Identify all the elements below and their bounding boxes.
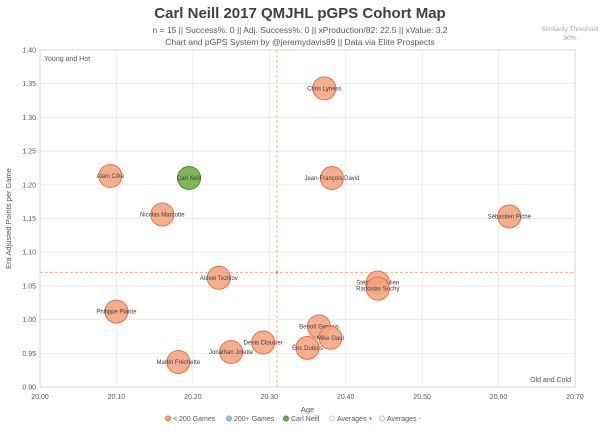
point-label: Nicolas Marcotte — [140, 212, 185, 218]
point-label: Philippe Plante — [96, 310, 137, 316]
point-marker — [319, 166, 344, 191]
average-lines — [40, 50, 575, 387]
legend-marker — [329, 415, 335, 422]
x-tick-label: 20.00 — [31, 394, 49, 401]
legend-label: Averages - — [387, 416, 421, 423]
y-tick-label: 0.90 — [22, 385, 36, 392]
legend-label: < 200 Games — [173, 416, 216, 423]
point-marker — [206, 265, 231, 290]
x-tick-label: 20.50 — [413, 394, 431, 401]
point-label: Benoît Gervais — [299, 324, 339, 330]
y-tick-label: 1.30 — [22, 115, 36, 122]
quadrant-label-young-and-hot: Young and Hot — [44, 56, 90, 63]
y-tick-label: 1.05 — [22, 283, 36, 290]
y-tick-label: 0.95 — [22, 351, 36, 358]
point-label: Alain Côté — [96, 174, 124, 180]
point-label: Jonathan Jolette — [209, 350, 254, 356]
y-tick-label: 1.00 — [22, 317, 36, 324]
legend-marker — [226, 415, 232, 422]
point-marker — [219, 339, 244, 364]
legend-marker — [165, 415, 171, 422]
x-tick-label: 20.10 — [108, 394, 126, 401]
data-points: Carl Neill Chris Lyness Alain Côté Jean-Fra… — [96, 76, 532, 375]
average-marker — [275, 271, 279, 274]
legend-label: Carl Neill — [291, 416, 320, 423]
point-marker — [98, 164, 123, 189]
x-tick-label: 20.40 — [337, 394, 355, 401]
point-marker — [295, 335, 320, 360]
axis-ticks: 0.90 0.95 1.00 1.05 1.10 1.15 1.20 1.25 1.30 1.35… — [22, 48, 583, 402]
chart-subtitle-stats: n = 15 || Success%: 0 || Adj. Success%: … — [152, 25, 447, 35]
x-tick-label: 20.70 — [566, 394, 584, 401]
point-label: Radoslav Suchý — [356, 287, 399, 293]
point-label: Carl Neill — [177, 176, 201, 182]
point-marker — [318, 325, 343, 350]
y-tick-label: 1.20 — [22, 182, 36, 189]
gridlines — [40, 50, 575, 387]
x-tick-label: 20.60 — [490, 394, 508, 401]
x-axis-title: Age — [301, 405, 314, 414]
y-tick-label: 1.40 — [22, 48, 36, 55]
similarity-threshold-label: Similarity Threshold — [542, 26, 599, 33]
y-tick-label: 1.10 — [22, 250, 36, 257]
point-marker — [150, 202, 175, 227]
chart-subtitle-credits: Chart and pGPS System by @jeremydavis89 … — [165, 37, 435, 47]
legend-marker — [283, 415, 289, 422]
legend-label: Averages + — [337, 416, 372, 423]
point-marker — [104, 299, 129, 324]
similarity-threshold-value: 90% — [563, 35, 576, 42]
chart-title: Carl Neill 2017 QMJHL pGPS Cohort Map — [154, 5, 445, 22]
point-marker — [312, 76, 337, 101]
x-tick-label: 20.30 — [261, 394, 279, 401]
point-marker — [177, 166, 202, 191]
point-label: Jean-François David — [304, 176, 359, 182]
y-axis-title: Era Adjusted Points per Game — [4, 168, 13, 269]
y-tick-label: 1.35 — [22, 81, 36, 88]
y-tick-label: 1.15 — [22, 216, 36, 223]
point-label: Éric Dubois — [292, 345, 323, 352]
point-label: Alexei Tezikov — [200, 276, 238, 282]
x-tick-label: 20.20 — [184, 394, 202, 401]
point-label: Chris Lyness — [307, 86, 341, 92]
point-marker — [497, 204, 522, 229]
y-tick-label: 1.25 — [22, 149, 36, 156]
point-label: Sébastien Piché — [488, 214, 532, 220]
point-marker — [365, 276, 390, 301]
point-marker — [166, 350, 191, 375]
legend-marker — [379, 415, 385, 422]
point-label: Mike Gaul — [317, 336, 344, 342]
point-label: Martin Fréchette — [156, 360, 200, 366]
point-label: Denis Clousier — [244, 341, 283, 347]
quadrant-label-old-and-cold: Old and Cold — [530, 377, 571, 384]
legend-label: 200+ Games — [234, 416, 275, 423]
legend: < 200 Games 200+ Games Carl Neill Averages … — [165, 415, 421, 423]
point-marker — [251, 330, 276, 355]
